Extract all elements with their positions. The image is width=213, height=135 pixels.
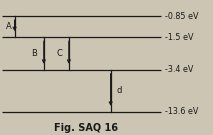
Text: A: A: [6, 22, 12, 31]
Text: -3.4 eV: -3.4 eV: [165, 65, 193, 74]
Text: -0.85 eV: -0.85 eV: [165, 12, 199, 21]
Text: -13.6 eV: -13.6 eV: [165, 107, 198, 116]
Text: d: d: [117, 86, 122, 95]
Text: C: C: [56, 49, 62, 58]
Text: -1.5 eV: -1.5 eV: [165, 33, 193, 42]
Text: B: B: [31, 49, 37, 58]
Text: Fig. SAQ 16: Fig. SAQ 16: [54, 123, 118, 133]
